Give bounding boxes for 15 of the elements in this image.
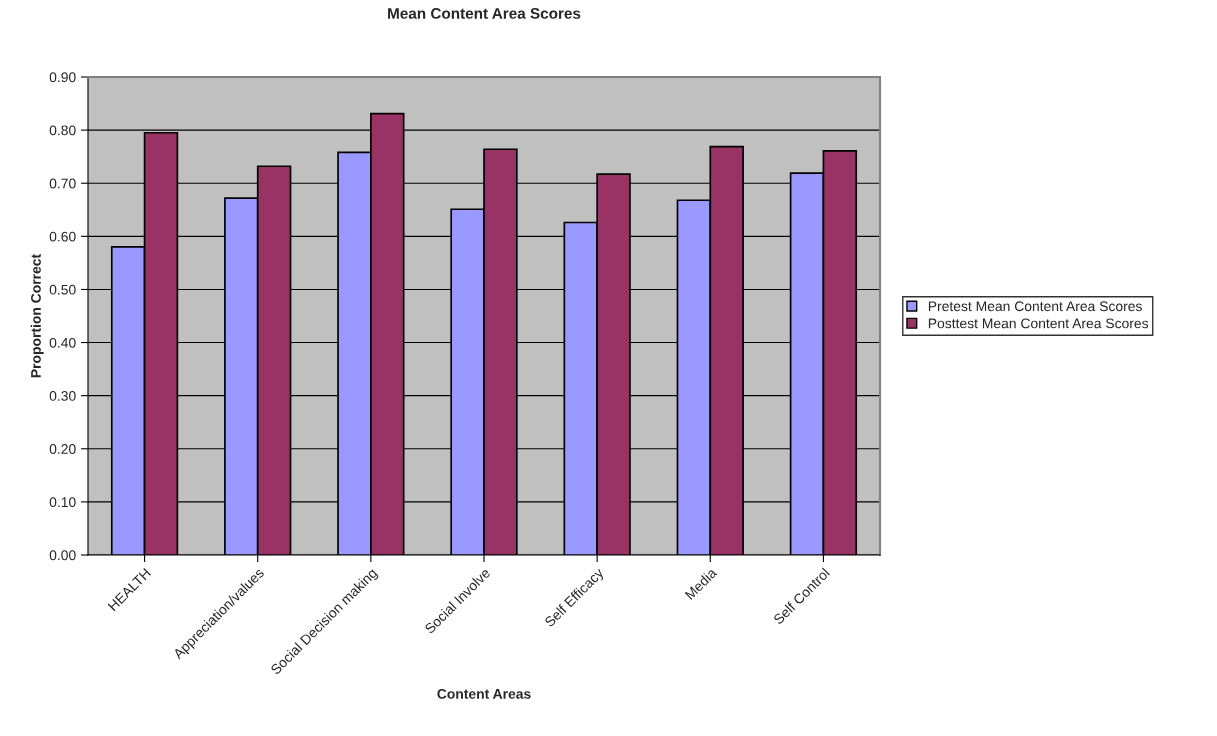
y-tick-label: 0.80 [49, 125, 76, 136]
y-tick-label: 0.10 [49, 497, 76, 508]
legend-label: Posttest Mean Content Area Scores [928, 318, 1149, 329]
y-axis-title: Proportion Correct [30, 254, 44, 378]
y-tick-label: 0.90 [49, 72, 76, 83]
chart-title: Mean Content Area Scores [388, 8, 581, 19]
y-tick-label: 0.70 [49, 178, 76, 189]
y-tick-label: 0.40 [49, 337, 76, 348]
y-tick-label: 0.00 [49, 550, 76, 561]
legend-label: Pretest Mean Content Area Scores [928, 301, 1142, 312]
y-tick-label: 0.30 [49, 391, 76, 401]
x-axis-title: Content Areas [437, 688, 531, 699]
y-tick-label: 0.50 [49, 284, 76, 295]
y-tick-label: 0.20 [49, 444, 76, 454]
y-tick-label: 0.60 [49, 231, 76, 242]
